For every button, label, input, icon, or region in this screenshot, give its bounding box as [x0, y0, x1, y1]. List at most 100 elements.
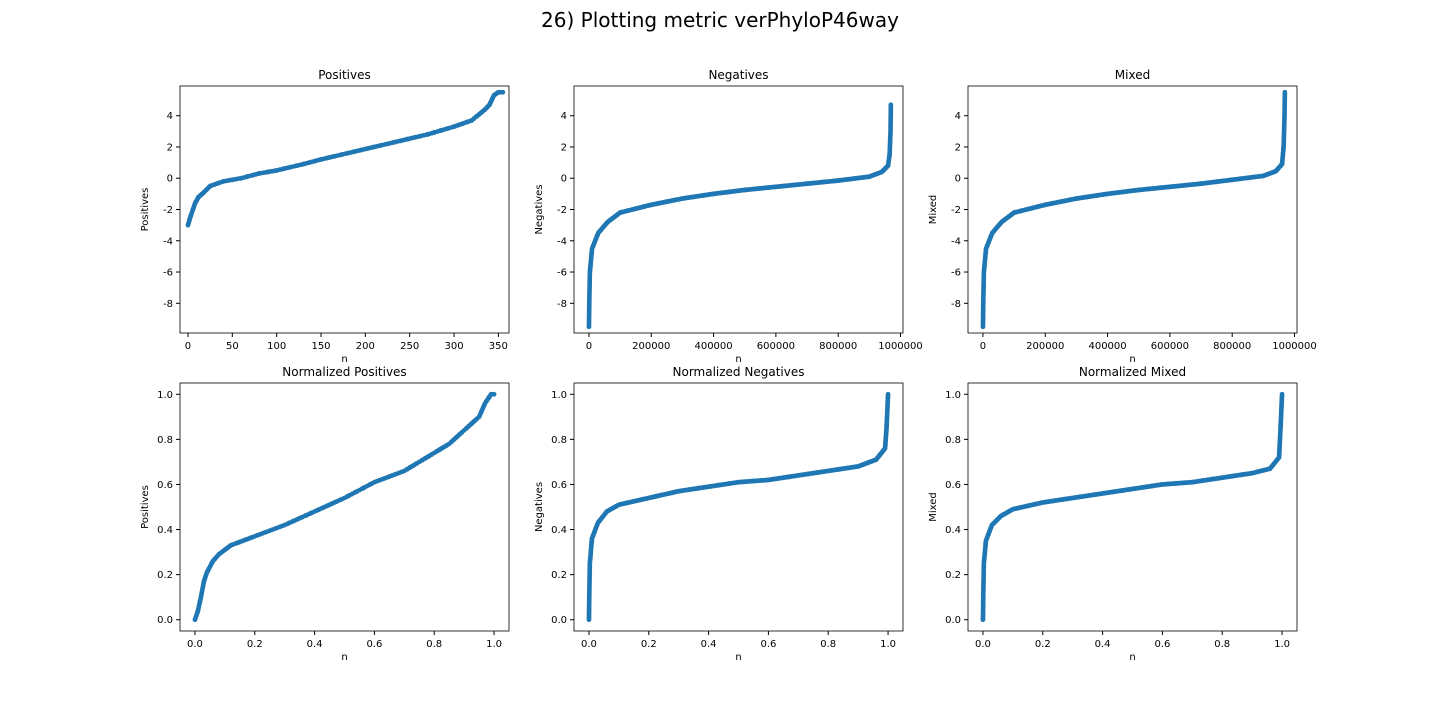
- subplot-title: Negatives: [708, 68, 768, 82]
- x-tick-label: 0.8: [820, 639, 836, 650]
- y-axis-label: Positives: [140, 188, 151, 232]
- y-tick-label: 0.4: [551, 525, 567, 536]
- plot-frame: [179, 382, 510, 632]
- y-tick-label: 0.8: [945, 435, 961, 446]
- x-tick-label: 0.2: [247, 639, 263, 650]
- subplot-title: Positives: [318, 68, 371, 82]
- data-point: [885, 391, 891, 397]
- y-tick-label: -2: [557, 205, 567, 216]
- x-tick-label: 800000: [1213, 341, 1251, 352]
- x-axis-label: n: [1129, 354, 1135, 365]
- subplot-5: Normalized Negatives 0.0 0.2 0.4 0.6 0.8 1.0 0.…: [534, 365, 904, 663]
- x-tick-label: 1000000: [878, 341, 923, 352]
- x-tick-label: 0.8: [1214, 639, 1230, 650]
- y-axis-label: Negatives: [534, 482, 545, 532]
- x-tick-label: 0.6: [1154, 639, 1170, 650]
- y-tick-label: -2: [951, 205, 961, 216]
- x-tick-label: 400000: [1088, 341, 1126, 352]
- plot-frame: [179, 85, 510, 334]
- subplot-title: Normalized Negatives: [673, 365, 805, 379]
- x-tick-label: 0.0: [187, 639, 203, 650]
- y-tick-label: -4: [557, 236, 567, 247]
- y-tick-label: 0.0: [945, 615, 961, 626]
- y-tick-label: 0.4: [157, 525, 173, 536]
- y-tick-label: -8: [951, 299, 961, 310]
- y-tick-label: 0.6: [157, 480, 173, 491]
- subplot-title: Normalized Positives: [282, 365, 406, 379]
- x-tick-label: 0.6: [366, 639, 382, 650]
- x-tick-label: 0.0: [975, 639, 991, 650]
- y-tick-label: 0.8: [551, 435, 567, 446]
- subplot-title: Mixed: [1115, 68, 1150, 82]
- plot-frame: [573, 85, 904, 334]
- x-tick-label: 0: [980, 341, 986, 352]
- x-tick-label: 0.2: [1035, 639, 1051, 650]
- x-tick-label: 0.2: [641, 639, 657, 650]
- y-tick-label: 0.4: [945, 525, 961, 536]
- x-tick-label: 350: [489, 341, 508, 352]
- y-tick-label: 2: [955, 142, 961, 153]
- y-tick-label: -8: [163, 299, 173, 310]
- y-tick-label: 4: [561, 111, 567, 122]
- data-points: [185, 89, 506, 228]
- y-tick-label: 0.0: [157, 615, 173, 626]
- x-axis-label: n: [1129, 652, 1135, 663]
- y-tick-label: -2: [163, 205, 173, 216]
- y-tick-label: -4: [951, 236, 961, 247]
- x-axis-label: n: [341, 354, 347, 365]
- x-tick-label: 200000: [632, 341, 670, 352]
- data-point: [888, 102, 894, 108]
- y-tick-label: -6: [163, 268, 173, 279]
- data-points: [192, 391, 497, 623]
- y-axis-label: Mixed: [928, 195, 939, 225]
- y-tick-label: 0.2: [551, 570, 567, 581]
- x-tick-label: 200000: [1026, 341, 1064, 352]
- data-point: [500, 89, 506, 95]
- y-tick-label: 0.0: [551, 615, 567, 626]
- x-axis-label: n: [341, 652, 347, 663]
- y-axis-label: Mixed: [928, 492, 939, 522]
- subplot-2: Negatives 0 200000 400000 600000 800000 100000…: [534, 68, 923, 365]
- y-tick-label: 0.6: [945, 480, 961, 491]
- x-tick-label: 0.4: [307, 639, 323, 650]
- x-tick-label: 400000: [694, 341, 732, 352]
- y-tick-label: 0: [561, 174, 567, 185]
- y-axis-label: Negatives: [534, 184, 545, 234]
- subplot-title: Normalized Mixed: [1079, 365, 1186, 379]
- x-axis-label: n: [735, 354, 741, 365]
- x-tick-label: 1.0: [1274, 639, 1290, 650]
- x-tick-label: 100: [267, 341, 286, 352]
- y-tick-label: -8: [557, 299, 567, 310]
- x-tick-label: 50: [226, 341, 239, 352]
- x-tick-label: 0.6: [760, 639, 776, 650]
- y-tick-label: -4: [163, 236, 173, 247]
- x-tick-label: 1000000: [1272, 341, 1317, 352]
- y-tick-label: 0.6: [551, 480, 567, 491]
- data-point: [491, 391, 497, 397]
- x-tick-label: 600000: [757, 341, 795, 352]
- y-axis-label: Positives: [140, 485, 151, 529]
- x-axis-label: n: [735, 652, 741, 663]
- y-tick-label: 1.0: [551, 390, 567, 401]
- y-tick-label: 0: [167, 174, 173, 185]
- y-tick-label: 0.2: [157, 570, 173, 581]
- figure-title: 26) Plotting metric verPhyloP46way: [541, 8, 899, 32]
- subplot-6: Normalized Mixed 0.0 0.2 0.4 0.6 0.8 1.0 0.0 0.2…: [928, 365, 1298, 663]
- plot-frame: [967, 85, 1298, 334]
- x-tick-label: 0.4: [1095, 639, 1111, 650]
- plot-frame: [967, 382, 1298, 632]
- subplot-4: Normalized Positives 0.0 0.2 0.4 0.6 0.8 1.0 0.…: [140, 365, 510, 663]
- data-point: [1279, 391, 1285, 397]
- plot-frame: [573, 382, 904, 632]
- data-points: [980, 391, 1285, 623]
- y-tick-label: -6: [557, 268, 567, 279]
- y-tick-label: 0.2: [945, 570, 961, 581]
- data-points: [586, 391, 891, 623]
- y-tick-label: 1.0: [157, 390, 173, 401]
- y-tick-label: 0.8: [157, 435, 173, 446]
- x-tick-label: 250: [400, 341, 419, 352]
- x-tick-label: 0.4: [701, 639, 717, 650]
- y-tick-label: 1.0: [945, 390, 961, 401]
- subplot-1: Positives 0 50 100 150 200 250 300 350 -8 -6 -4 -2 0 2…: [140, 68, 510, 365]
